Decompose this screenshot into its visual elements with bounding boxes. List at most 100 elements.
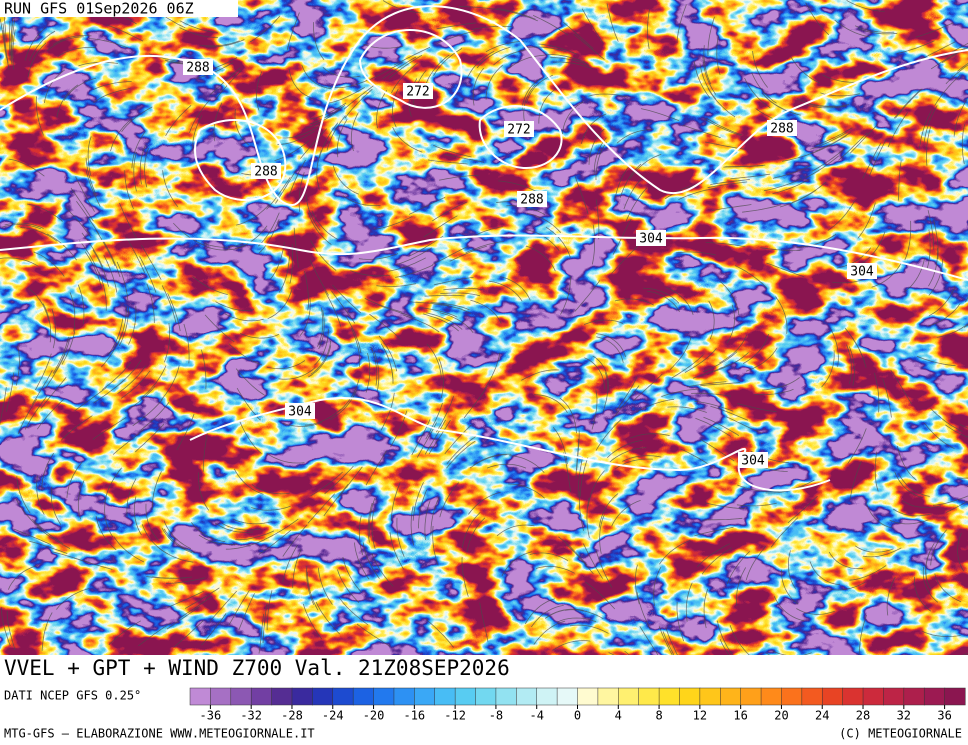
streamline — [382, 0, 421, 14]
streamline — [356, 623, 391, 647]
streamline — [389, 54, 423, 79]
streamline — [671, 354, 704, 379]
streamline — [439, 174, 479, 181]
colorbar-tick-label: 28 — [856, 709, 870, 723]
streamline — [816, 127, 853, 146]
contour-label-bg — [251, 163, 281, 179]
streamline — [390, 482, 401, 522]
streamline — [463, 385, 488, 419]
streamline — [36, 398, 64, 430]
streamline — [224, 313, 264, 322]
streamline — [925, 551, 932, 591]
streamline — [932, 495, 968, 506]
streamline — [827, 200, 855, 231]
colorbar-tick-label: 36 — [937, 709, 951, 723]
streamline — [251, 505, 291, 511]
streamline — [6, 610, 16, 651]
colorbar-tick-label: -20 — [363, 709, 385, 723]
streamline — [92, 81, 132, 91]
streamline — [47, 36, 84, 52]
colorbar-swatch — [475, 687, 497, 706]
streamline — [423, 215, 458, 238]
colorbar-swatch — [597, 687, 619, 706]
streamline — [434, 277, 474, 286]
streamline — [921, 630, 961, 637]
streamline — [596, 199, 600, 240]
streamline — [316, 150, 322, 190]
streamline — [686, 381, 727, 388]
streamline — [665, 287, 694, 315]
streamline — [703, 45, 712, 85]
streamline — [772, 650, 812, 655]
streamline — [331, 290, 356, 324]
streamline — [358, 515, 364, 556]
streamline — [623, 174, 645, 210]
streamline — [493, 48, 530, 66]
streamline — [126, 237, 146, 273]
streamline — [314, 328, 329, 366]
streamline — [538, 43, 578, 55]
streamline — [676, 4, 687, 44]
streamline — [496, 524, 535, 537]
streamline — [736, 502, 777, 507]
streamline — [945, 500, 968, 513]
streamline — [431, 201, 468, 222]
streamline — [430, 302, 470, 311]
streamline — [556, 617, 597, 623]
streamline — [368, 497, 376, 538]
streamline — [106, 24, 144, 42]
colorbar-tick-label: 4 — [615, 709, 622, 723]
streamline — [192, 115, 203, 154]
streamline — [716, 35, 721, 75]
streamline — [485, 64, 504, 100]
streamline — [762, 377, 800, 391]
streamline — [337, 466, 363, 499]
streamline — [365, 353, 371, 393]
streamline — [919, 110, 932, 149]
streamline — [85, 169, 101, 207]
streamline — [201, 349, 207, 390]
streamline — [854, 545, 894, 553]
streamline — [609, 447, 647, 463]
streamline — [166, 606, 201, 630]
vvel-field — [0, 0, 968, 655]
streamline — [707, 16, 715, 57]
streamline — [499, 9, 538, 22]
streamline — [329, 390, 357, 421]
streamline — [787, 495, 818, 524]
streamline — [472, 67, 485, 106]
streamline — [472, 25, 512, 30]
colorbar-tick-label: 0 — [574, 709, 581, 723]
streamline — [389, 532, 405, 570]
streamline — [144, 147, 149, 188]
streamline — [89, 38, 129, 49]
colorbar-tick-label: 32 — [897, 709, 911, 723]
streamline — [309, 102, 347, 120]
streamline — [236, 203, 270, 226]
streamline — [176, 413, 195, 451]
streamline — [632, 373, 663, 402]
streamline — [426, 312, 463, 330]
streamline — [530, 605, 564, 628]
streamline — [896, 445, 917, 481]
streamline — [498, 180, 537, 192]
streamline — [367, 502, 373, 543]
streamline — [890, 369, 912, 405]
streamline — [751, 72, 777, 104]
streamline — [850, 123, 879, 154]
colorbar-swatch — [454, 687, 477, 706]
colorbar-swatch — [699, 687, 721, 706]
streamline — [535, 566, 575, 574]
streamline — [466, 517, 486, 553]
streamline — [561, 101, 584, 135]
streamline — [11, 18, 16, 59]
streamline — [847, 332, 867, 368]
streamline — [343, 84, 376, 110]
streamline — [725, 416, 763, 434]
streamline — [85, 157, 97, 197]
streamline — [77, 480, 85, 520]
colorbar-swatch — [658, 687, 681, 706]
streamline — [485, 40, 525, 53]
streamline — [923, 105, 938, 143]
streamline — [0, 387, 7, 426]
